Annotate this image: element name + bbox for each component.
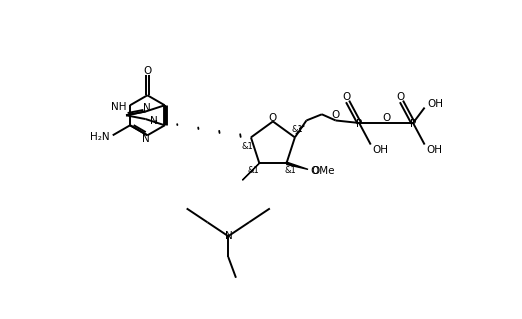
Text: OH: OH — [427, 99, 443, 109]
Text: OH: OH — [372, 145, 388, 155]
Text: N: N — [225, 231, 233, 241]
Text: &1: &1 — [284, 167, 296, 175]
Polygon shape — [242, 162, 260, 180]
Text: O: O — [331, 110, 340, 120]
Text: P: P — [356, 119, 362, 129]
Text: N: N — [149, 116, 157, 126]
Text: N: N — [142, 134, 150, 144]
Text: O: O — [397, 92, 405, 102]
Text: N: N — [144, 103, 151, 113]
Text: &1: &1 — [242, 142, 254, 151]
Text: &1: &1 — [291, 125, 303, 134]
Text: NH: NH — [111, 102, 126, 112]
Text: H₂N: H₂N — [90, 132, 110, 142]
Text: O: O — [143, 66, 151, 76]
Text: OMe: OMe — [311, 166, 335, 176]
Text: OH: OH — [426, 145, 442, 155]
Text: P: P — [410, 119, 416, 129]
Text: O: O — [343, 92, 351, 102]
Text: O: O — [269, 113, 277, 122]
Text: &1: &1 — [247, 167, 259, 175]
Polygon shape — [286, 162, 308, 169]
Text: O: O — [311, 166, 318, 176]
Text: O: O — [382, 113, 390, 122]
